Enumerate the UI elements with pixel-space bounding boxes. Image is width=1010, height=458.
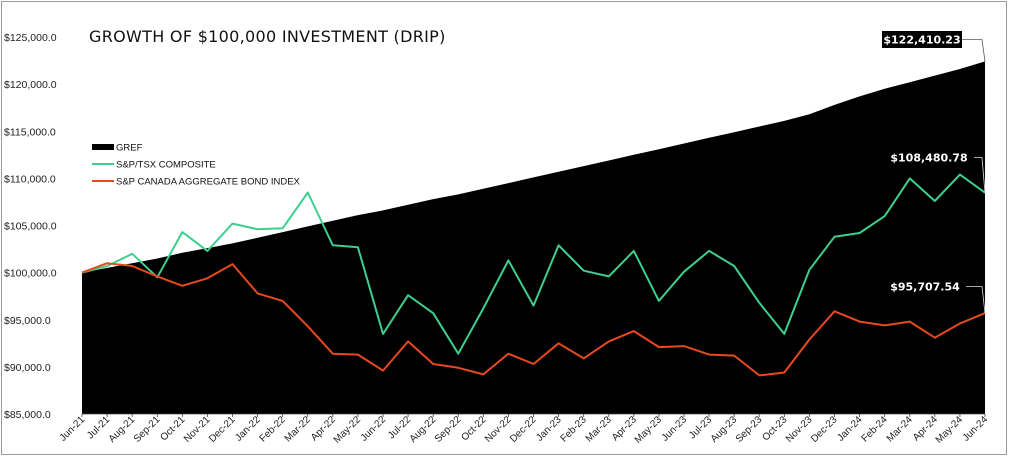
x-tick-label: Nov-22 [483, 414, 514, 445]
x-tick-label: May-23 [633, 414, 665, 446]
series-line-2 [81, 262, 986, 377]
x-tick-label: May-22 [332, 414, 364, 446]
y-tick-label: $95,000.0 [4, 315, 51, 327]
x-tick-label: Aug-21 [107, 414, 138, 445]
x-tick-label: Aug-23 [709, 414, 740, 445]
y-tick-label: $105,000.0 [4, 221, 57, 233]
y-tick-label: $90,000.0 [4, 362, 51, 374]
callout-label: $95,707.54 [890, 281, 960, 294]
y-tick-label: $110,000.0 [4, 173, 56, 185]
x-tick-label: Jan-23 [534, 414, 564, 444]
y-tick-label: $100,000.0 [4, 268, 57, 280]
legend-swatch-gref [92, 144, 114, 150]
chart-title: GROWTH OF $100,000 INVESTMENT (DRIP) [89, 27, 446, 46]
y-tick-label: $125,000.0 [4, 32, 57, 44]
callout-label: $122,410.23 [883, 34, 960, 47]
x-tick-label: Jan-24 [835, 414, 865, 444]
y-tick-label: $115,000.0 [4, 126, 56, 138]
x-tick-label: Dec-23 [809, 414, 840, 445]
callout-leader [962, 39, 986, 62]
x-tick-label: Jun-24 [961, 414, 991, 444]
y-tick-label: $85,000.0 [4, 409, 51, 421]
x-tick-label: Sep-21 [132, 414, 163, 445]
x-tick-label: Mar-22 [283, 414, 313, 444]
x-tick-label: Sep-22 [433, 414, 464, 445]
legend-label: S&P CANADA AGGREGATE BOND INDEX [116, 177, 301, 188]
x-tick-label: Nov-23 [784, 414, 815, 445]
callout-label: $108,480.78 [890, 152, 967, 165]
x-tick-label: Jun-23 [660, 414, 690, 444]
x-tick-label: Aug-22 [408, 414, 439, 445]
legend-label: GREF [116, 143, 143, 154]
legend-label: S&P/TSX COMPOSITE [116, 160, 216, 171]
x-tick-label: Mar-24 [885, 414, 915, 444]
x-tick-label: Jun-22 [359, 414, 389, 444]
x-tick-label: Sep-23 [734, 414, 765, 445]
y-tick-label: $120,000.0 [4, 79, 57, 91]
x-tick-label: Jan-22 [233, 414, 263, 444]
x-tick-label: Jun-21 [58, 414, 88, 444]
x-tick-label: Dec-22 [508, 414, 539, 445]
x-tick-label: Mar-23 [584, 414, 614, 444]
x-tick-label: Feb-22 [258, 414, 288, 444]
x-tick-label: Feb-24 [860, 414, 890, 444]
callout-leader [974, 157, 986, 193]
x-tick-label: Dec-21 [207, 414, 238, 445]
x-tick-label: Feb-23 [559, 414, 589, 444]
x-tick-label: May-24 [934, 414, 966, 446]
callout-box [882, 31, 962, 48]
gref-area [82, 61, 985, 415]
callout-leader [966, 286, 986, 314]
x-tick-label: Nov-21 [182, 414, 213, 445]
series-line-1 [81, 173, 986, 355]
